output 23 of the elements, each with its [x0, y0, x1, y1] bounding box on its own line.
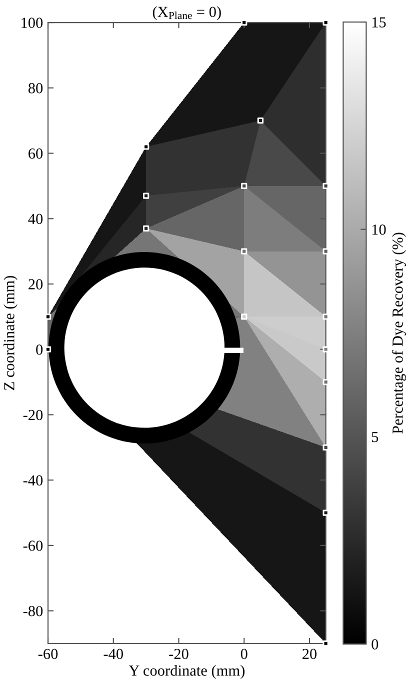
color-bar-label: 10 — [372, 224, 386, 235]
y-tick-label: 20 — [28, 279, 43, 290]
color-bar-label: 0 — [372, 639, 378, 650]
y-axis-title: Z coordinate (mm) — [4, 276, 18, 390]
color-bar-title: Percentage of Dye Recovery (%) — [392, 232, 406, 434]
y-tick-label: -80 — [23, 606, 43, 616]
y-tick-label: 100 — [22, 18, 43, 28]
y-tick-label: 80 — [28, 83, 43, 94]
y-tick-label: -60 — [23, 540, 43, 551]
color-bar-label: 5 — [372, 432, 378, 442]
y-tick-label: 60 — [28, 148, 43, 159]
x-tick-label: -60 — [38, 648, 58, 660]
y-tick-label: -20 — [23, 410, 43, 420]
y-tick-label: 0 — [36, 344, 43, 355]
y-tick-label: 40 — [28, 214, 43, 224]
chart-title: (X$_{Plane}$ = 0) — [152, 6, 221, 20]
x-tick-label: 0 — [240, 648, 248, 660]
y-tick-label: -40 — [23, 475, 43, 486]
x-tick-label: -20 — [169, 648, 188, 660]
x-tick-label: 20 — [302, 648, 317, 660]
x-tick-label: -40 — [104, 648, 123, 660]
x-axis-title: Y coordinate (mm) — [128, 664, 245, 679]
color-bar-label: 15 — [372, 17, 386, 28]
